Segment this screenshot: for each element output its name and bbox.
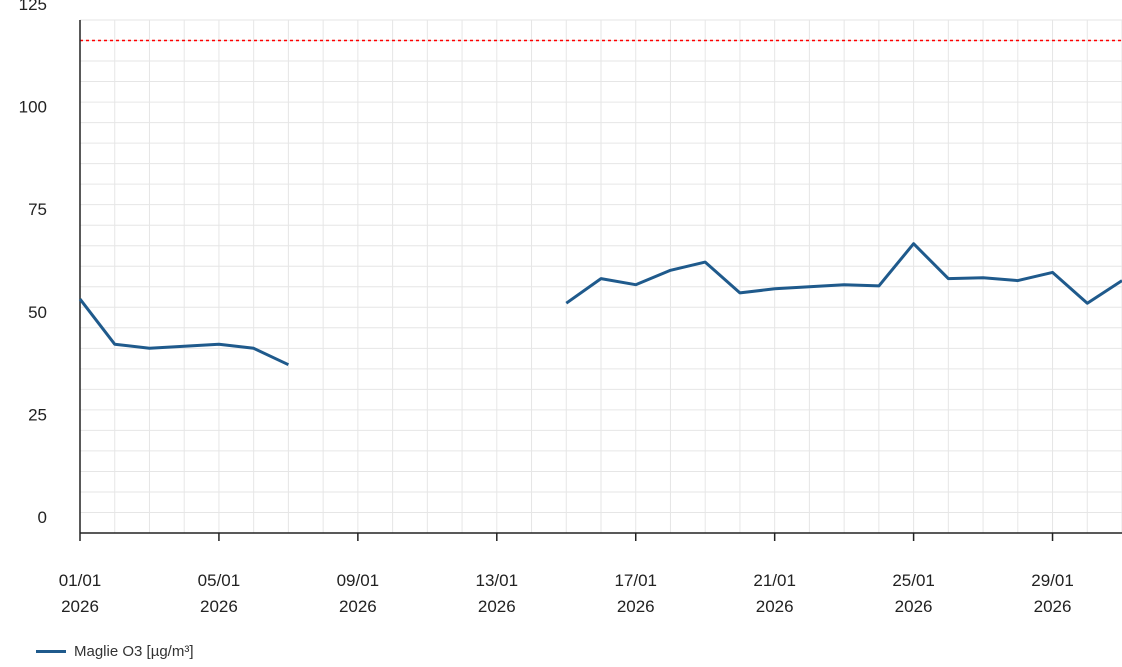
data-point[interactable] — [109, 338, 121, 350]
x-tick-label-date: 29/01 — [1031, 571, 1074, 590]
data-point[interactable] — [595, 273, 607, 285]
data-point[interactable] — [977, 272, 989, 284]
data-point[interactable] — [1012, 275, 1024, 287]
data-point[interactable] — [1081, 297, 1093, 309]
x-tick-label-year: 2026 — [61, 597, 99, 616]
y-tick-label: 75 — [28, 200, 47, 219]
data-point[interactable] — [1047, 266, 1059, 278]
x-tick-label-date: 21/01 — [753, 571, 796, 590]
x-tick-label-date: 05/01 — [198, 571, 241, 590]
series-line-segment[interactable] — [565, 242, 1122, 305]
data-point[interactable] — [769, 283, 781, 295]
series-line-segment[interactable] — [78, 298, 290, 367]
x-tick-label-year: 2026 — [339, 597, 377, 616]
x-tick-label-date: 01/01 — [59, 571, 102, 590]
series-lines — [74, 238, 1122, 371]
data-point[interactable] — [664, 264, 676, 276]
data-point[interactable] — [143, 342, 155, 354]
data-point[interactable] — [873, 280, 885, 292]
data-point[interactable] — [734, 287, 746, 299]
y-tick-label: 125 — [19, 0, 47, 14]
legend[interactable]: Maglie O3 [µg/m³] — [36, 643, 194, 660]
x-tick-label-date: 25/01 — [892, 571, 935, 590]
x-tick-label-year: 2026 — [478, 597, 516, 616]
data-point[interactable] — [178, 340, 190, 352]
legend-label: Maglie O3 [µg/m³] — [74, 643, 194, 660]
axes — [79, 20, 1122, 541]
x-tick-label-year: 2026 — [895, 597, 933, 616]
data-point[interactable] — [699, 256, 711, 268]
y-axis-tick-labels: 0 25 50 75 100 125 — [19, 0, 47, 527]
x-axis-tick-labels: 01/01 2026 05/01 2026 09/01 2026 13/01 2026 17/0… — [59, 571, 1074, 616]
x-tick-label-date: 13/01 — [476, 571, 519, 590]
data-point[interactable] — [838, 279, 850, 291]
data-point[interactable] — [942, 273, 954, 285]
y-tick-label: 25 — [28, 405, 47, 424]
x-tick-label-year: 2026 — [756, 597, 794, 616]
data-point[interactable] — [803, 281, 815, 293]
data-point[interactable] — [560, 297, 572, 309]
data-point[interactable] — [74, 293, 86, 305]
data-point[interactable] — [630, 279, 642, 291]
x-tick-label-year: 2026 — [1034, 597, 1072, 616]
data-point[interactable] — [248, 342, 260, 354]
data-point[interactable] — [908, 238, 920, 250]
x-tick-label-date: 17/01 — [614, 571, 657, 590]
x-tick-label-year: 2026 — [617, 597, 655, 616]
x-tick-label-year: 2026 — [200, 597, 238, 616]
y-tick-label: 0 — [38, 508, 47, 527]
legend-swatch — [36, 650, 66, 653]
data-point[interactable] — [282, 359, 294, 371]
x-tick-label-date: 09/01 — [337, 571, 380, 590]
data-point[interactable] — [213, 338, 225, 350]
y-tick-label: 100 — [19, 98, 47, 117]
y-tick-label: 50 — [28, 303, 47, 322]
grid — [79, 19, 1122, 534]
